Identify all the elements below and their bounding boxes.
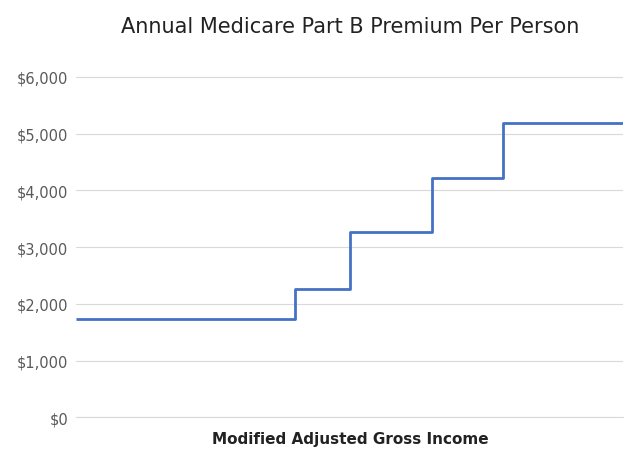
X-axis label: Modified Adjusted Gross Income: Modified Adjusted Gross Income <box>212 432 488 446</box>
Title: Annual Medicare Part B Premium Per Person: Annual Medicare Part B Premium Per Perso… <box>121 17 579 37</box>
